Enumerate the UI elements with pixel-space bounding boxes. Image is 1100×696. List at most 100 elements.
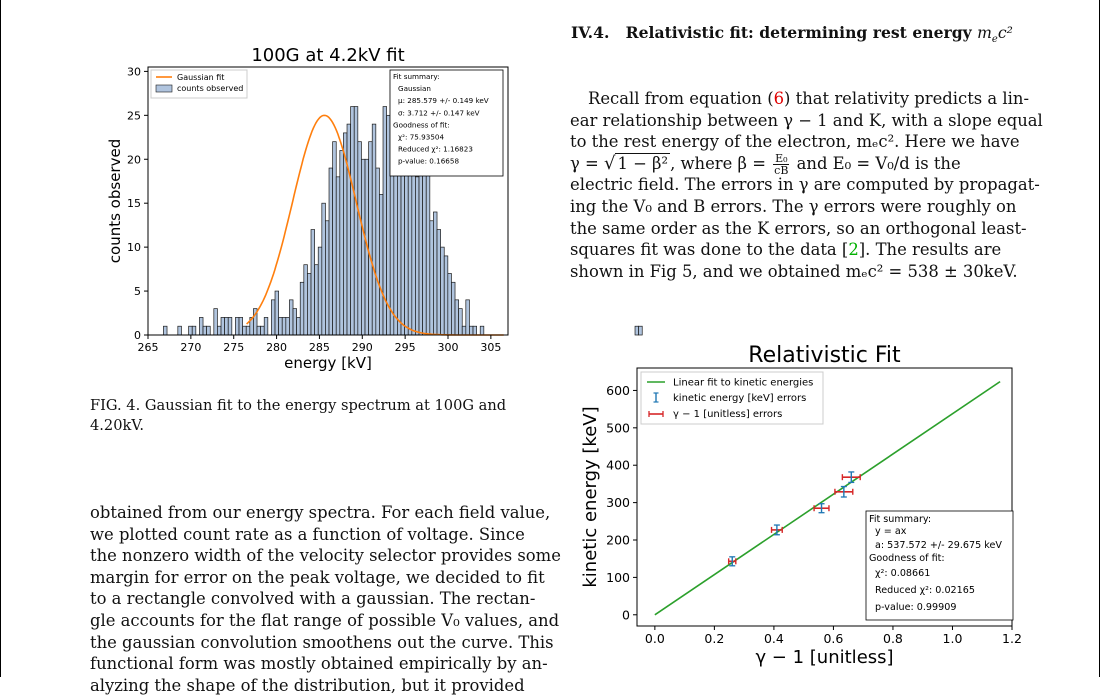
x-tick-label: 1.0 [943,631,963,646]
histogram-bar [227,317,233,336]
gaussian-fit-histogram: 100G at 4.2kV fit 265 270 275 280 285 290 295 30… [106,45,643,372]
plot-frame [147,66,509,336]
histogram-bar [235,317,240,336]
histogram-bar [433,211,438,336]
x-tick-label: 285 [309,341,330,354]
y-tick-label: 25 [127,109,141,122]
y-tick-label: 100 [606,570,630,585]
histogram-bar [202,325,207,336]
data-point [813,503,830,514]
histogram-bar [224,317,229,336]
text-line: to the rest energy of the electron, mₑc²… [570,132,1020,152]
x-tick-label: 280 [266,341,287,354]
y-axis-label: kinetic energy [keV] [580,406,601,587]
histogram-bar [177,325,182,336]
text-line: electric field. The errors in γ are comp… [570,175,1040,195]
histogram-bar [415,176,420,336]
summary-line: Fit summary: [393,72,440,81]
x-tick-label: 305 [480,341,501,354]
right-body-text: Recall from equation (6) that relativity… [570,88,1043,282]
legend-box [150,69,248,99]
figure-4-caption: FIG. 4. Gaussian fit to the energy spect… [90,396,538,436]
fraction-numerator: E₀ [773,151,790,165]
histogram-bar [213,308,218,336]
y-tick-label: 15 [127,197,141,210]
y-tick-label: 500 [606,420,630,435]
histogram-bar [238,317,243,336]
text-segment: ) that relativity predicts a lin- [784,89,1029,108]
histogram-bar [350,106,355,336]
histogram-bar [469,325,474,336]
linear-fit-line [654,380,1001,616]
text-line: gle accounts for the flat range of possi… [90,610,560,630]
summary-line: y = ax [875,526,907,537]
section-symbol-tail: c² [997,24,1013,42]
plot-frame [636,367,1013,627]
x-tick-label: 0.0 [645,631,665,646]
histogram-bar [328,167,333,336]
histogram-bar [220,317,225,336]
histogram-bar [368,141,373,336]
summary-line: Goodness of fit: [869,553,945,564]
summary-line: Gaussian [398,84,431,93]
legend-label: counts observed [177,84,243,93]
legend-label: γ − 1 [unitless] errors [673,409,782,420]
text-line: the nonzero width of the velocity select… [90,546,561,566]
histogram-bar [472,325,477,336]
chart-title: 100G at 4.2kV fit [251,45,404,66]
legend-box [640,371,824,425]
text-line: squares fit was done to the data [2]. Th… [570,239,1017,261]
y-axis-label: counts observed [106,139,124,263]
histogram-bar [451,281,456,336]
chart-title: Relativistic Fit [748,343,901,368]
x-tick-label: 0.6 [823,631,843,646]
summary-line: Goodness of fit: [393,120,450,129]
y-tick-label: 0 [134,329,141,342]
legend-label: Linear fit to kinetic energies [673,378,813,389]
x-tick-label: 0.4 [764,631,784,646]
section-symbol: m [977,24,992,42]
legend-label: Gaussian fit [177,73,224,82]
histogram-bar [429,220,434,336]
caption-line: FIG. 4. Gaussian fit to the energy spect… [90,397,507,414]
histogram-bar [289,299,294,336]
histogram-bar [440,246,445,336]
histogram-bar [346,123,351,336]
fit-summary-box: Fit summary: Gaussian μ: 285.579 +/- 0.149… [389,69,504,177]
text-line: shown in Fig 5, and we obtained mₑc² = 5… [570,261,1018,281]
histogram-bar [299,281,305,336]
histogram-bar [296,317,301,336]
section-heading: IV.4. Relativistic fit: determining rest… [571,23,1013,45]
histogram-bar [188,325,193,336]
caption-line: 4.20kV. [90,417,144,434]
y-tick-label: 5 [134,285,141,298]
histogram-bar [206,325,211,336]
summary-line: χ²: 75.93504 [398,133,444,142]
histogram-bar [245,325,251,336]
histogram-bar [371,123,377,336]
histogram-bar [314,264,319,336]
histogram-bar [332,141,337,336]
y-tick-label: 300 [606,495,630,510]
y-tick-label: 200 [606,533,630,548]
summary-line: p-value: 0.16658 [398,157,459,166]
x-tick-label: 0.8 [883,631,903,646]
summary-line: Reduced χ²: 0.02165 [875,585,975,596]
equation-reference-link[interactable]: 6 [773,89,785,108]
histogram-bar [325,220,330,336]
x-tick-label: 295 [395,341,416,354]
histogram-bar [425,158,431,336]
y-tick-label: 0 [622,607,630,622]
histogram-bar [393,150,398,336]
histogram-bar [321,202,326,336]
citation-link[interactable]: 2 [848,240,859,260]
summary-frame [865,510,1014,621]
section-number: IV.4. [571,23,610,42]
histogram-bar [357,141,362,336]
histogram-bar [292,308,297,336]
text-segment: and E₀ = V₀/d is the [791,153,961,173]
summary-line: χ²: 0.08661 [875,568,930,579]
text-line: the gaussian convolution smoothens out t… [90,632,554,652]
histogram-bar [479,325,485,336]
histogram-bar [465,299,470,336]
